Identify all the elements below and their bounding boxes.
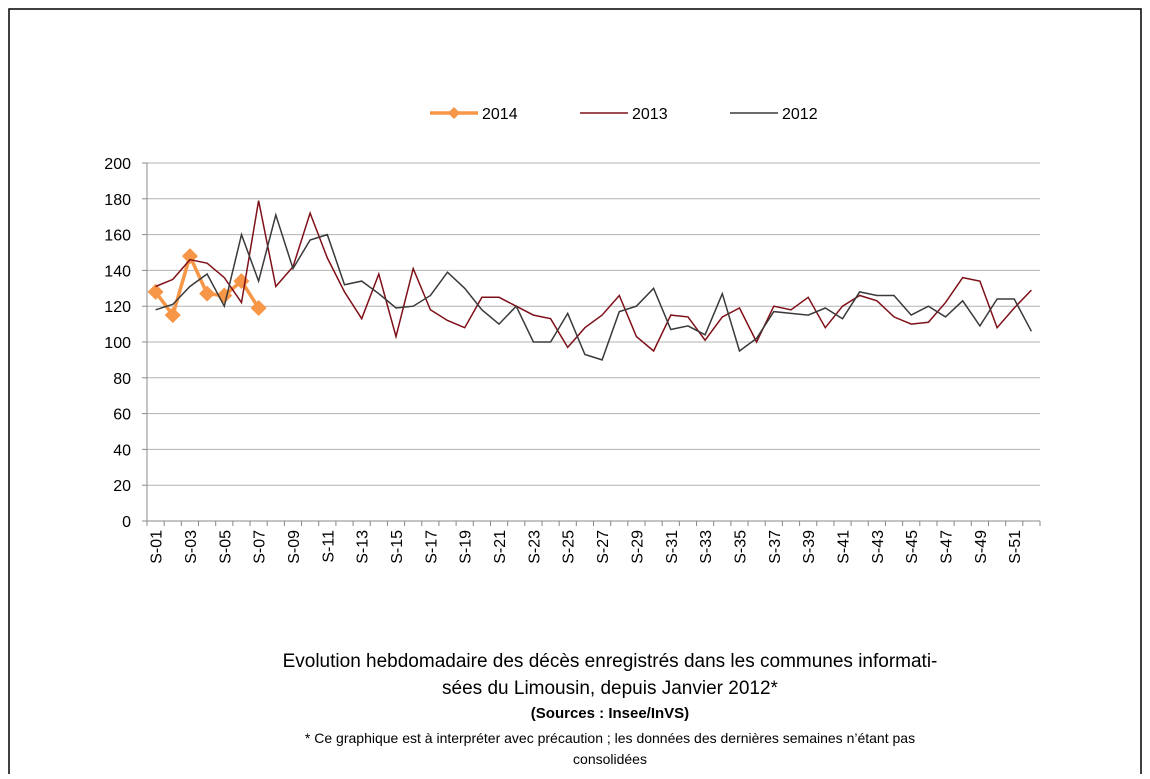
x-tick-label: S-27 (595, 530, 612, 564)
x-tick-label: S-01 (149, 530, 166, 564)
x-tick-label: S-13 (355, 530, 372, 564)
y-tick-label: 180 (104, 192, 131, 209)
y-tick-label: 40 (113, 442, 131, 459)
note: consolidées (573, 751, 647, 767)
x-tick-label: S-45 (904, 530, 921, 564)
marker (147, 283, 164, 300)
frame (8, 8, 1142, 774)
x-tick-label: S-17 (423, 530, 440, 564)
y-tick-label: 120 (104, 299, 131, 316)
x-tick-label: S-41 (836, 530, 853, 564)
x-tick-label: S-37 (767, 530, 784, 564)
x-tick-label: S-31 (664, 530, 681, 564)
y-tick-label: 160 (104, 228, 131, 245)
x-tick-label: S-19 (458, 530, 475, 564)
x-tick-label: S-03 (183, 530, 200, 564)
y-tick-label: 200 (104, 156, 131, 173)
x-tick-label: S-09 (286, 530, 303, 564)
marker (181, 248, 198, 265)
legend-marker (448, 107, 460, 119)
legend-label: 2012 (782, 106, 818, 123)
x-tick-label: S-23 (526, 530, 543, 564)
x-tick-label: S-39 (801, 530, 818, 564)
legend-label: 2013 (632, 106, 668, 123)
x-tick-label: S-47 (939, 530, 956, 564)
y-tick-label: 140 (104, 263, 131, 280)
source: (Sources : Insee/InVS) (531, 705, 689, 722)
legend-label: 2014 (482, 106, 518, 123)
x-tick-label: S-11 (320, 530, 337, 563)
x-tick-label: S-29 (629, 530, 646, 564)
x-tick-label: S-07 (252, 530, 269, 564)
x-tick-label: S-21 (492, 530, 509, 564)
y-tick-label: 0 (122, 514, 131, 531)
chart-title: sées du Limousin, depuis Janvier 2012* (442, 678, 778, 699)
x-tick-label: S-43 (870, 530, 887, 564)
x-tick-label: S-15 (389, 530, 406, 564)
marker (250, 299, 267, 316)
y-tick-label: 20 (113, 478, 131, 495)
marker (164, 307, 181, 324)
x-tick-label: S-51 (1007, 530, 1024, 564)
x-tick-label: S-33 (698, 530, 715, 564)
y-tick-label: 60 (113, 407, 131, 424)
x-tick-label: S-05 (217, 530, 234, 564)
x-tick-label: S-35 (732, 530, 749, 564)
marker (199, 285, 216, 302)
y-tick-label: 100 (104, 335, 131, 352)
x-tick-label: S-25 (561, 530, 578, 564)
x-tick-label: S-49 (973, 530, 990, 564)
chart-title: Evolution hebdomadaire des décès enregis… (283, 651, 938, 672)
y-tick-label: 80 (113, 371, 131, 388)
note: * Ce graphique est à interpréter avec pr… (305, 730, 915, 746)
series-line (155, 200, 1032, 353)
series-line (155, 212, 1033, 361)
